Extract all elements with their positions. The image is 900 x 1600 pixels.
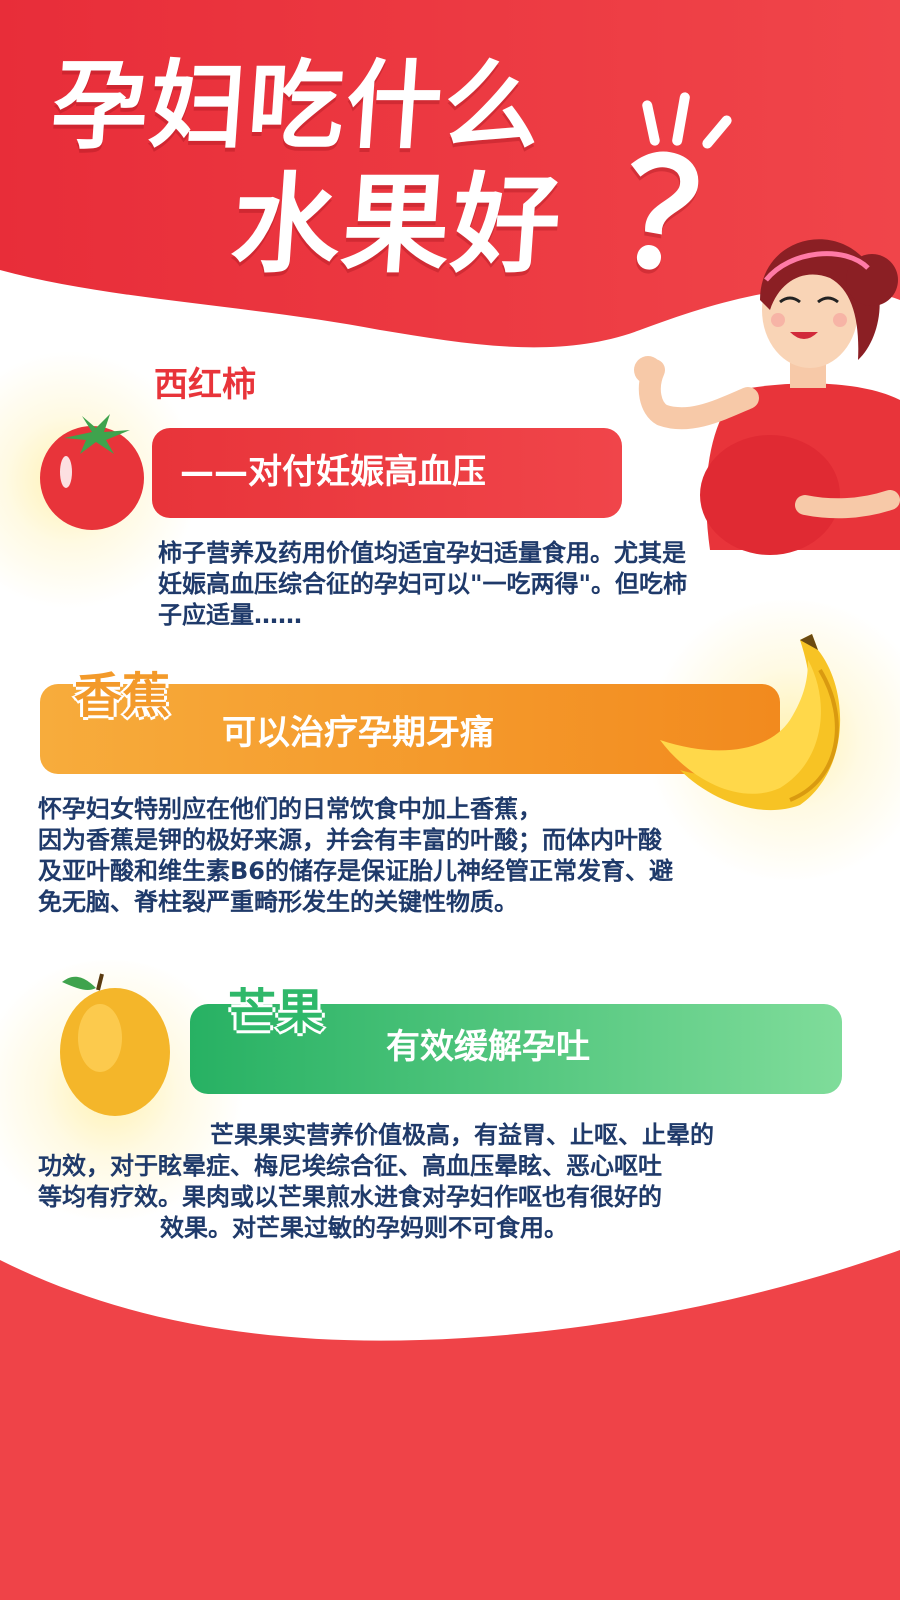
heading-banana: 可以治疗孕期牙痛 <box>222 713 494 753</box>
body-line: 柿子营养及药用价值均适宜孕妇适量食用。尤其是 <box>158 539 686 567</box>
heading-bar-tomato <box>152 428 622 518</box>
body-line: 芒果果实营养价值极高，有益胃、止呕、止晕的 <box>210 1121 714 1149</box>
body-tomato: 柿子营养及药用价值均适宜孕妇适量食用。尤其是 妊娠高血压综合征的孕妇可以"一吃两… <box>158 538 687 631</box>
heading-tomato: ——对付妊娠高血压 <box>180 452 486 492</box>
tomato-icon <box>40 414 144 530</box>
body-line: 免无脑、脊柱裂严重畸形发生的关键性物质。 <box>38 888 518 916</box>
fruit-name-banana: 香蕉 <box>74 668 171 724</box>
banana-icon <box>660 634 841 811</box>
body-line: 效果。对芒果过敏的孕妈则不可食用。 <box>160 1214 568 1242</box>
body-line: 及亚叶酸和维生素B6的储存是保证胎儿神经管正常发育、避 <box>38 857 673 885</box>
pregnant-woman-illustration <box>634 239 900 555</box>
body-line: 等均有疗效。果肉或以芒果煎水进食对孕妇作呕也有很好的 <box>38 1183 662 1211</box>
body-line: 妊娠高血压综合征的孕妇可以"一吃两得"。但吃柿 <box>158 570 688 598</box>
fruit-name-tomato: 西红柿 <box>154 365 256 405</box>
heading-bar-mango <box>190 1004 842 1094</box>
body-banana: 怀孕妇女特别应在他们的日常饮食中加上香蕉， 因为香蕉是钾的极好来源，并会有丰富的… <box>38 794 673 918</box>
heading-bar-banana <box>40 684 780 774</box>
fruit-name-mango: 芒果 <box>228 984 325 1040</box>
body-line: 因为香蕉是钾的极好来源，并会有丰富的叶酸；而体内叶酸 <box>38 826 662 854</box>
body-line: 怀孕妇女特别应在他们的日常饮食中加上香蕉， <box>38 795 542 823</box>
body-line: 功效，对于眩晕症、梅尼埃综合征、高血压晕眩、恶心呕吐 <box>38 1152 662 1180</box>
mango-icon <box>60 973 170 1116</box>
title-line-2: 水果好 <box>227 163 567 288</box>
body-line: 子应适量…… <box>158 601 302 629</box>
heading-mango: 有效缓解孕吐 <box>386 1027 590 1067</box>
title-line-1: 孕妇吃什么 <box>48 50 546 162</box>
body-mango: 芒果果实营养价值极高，有益胃、止呕、止晕的 功效，对于眩晕症、梅尼埃综合征、高血… <box>38 1120 714 1244</box>
